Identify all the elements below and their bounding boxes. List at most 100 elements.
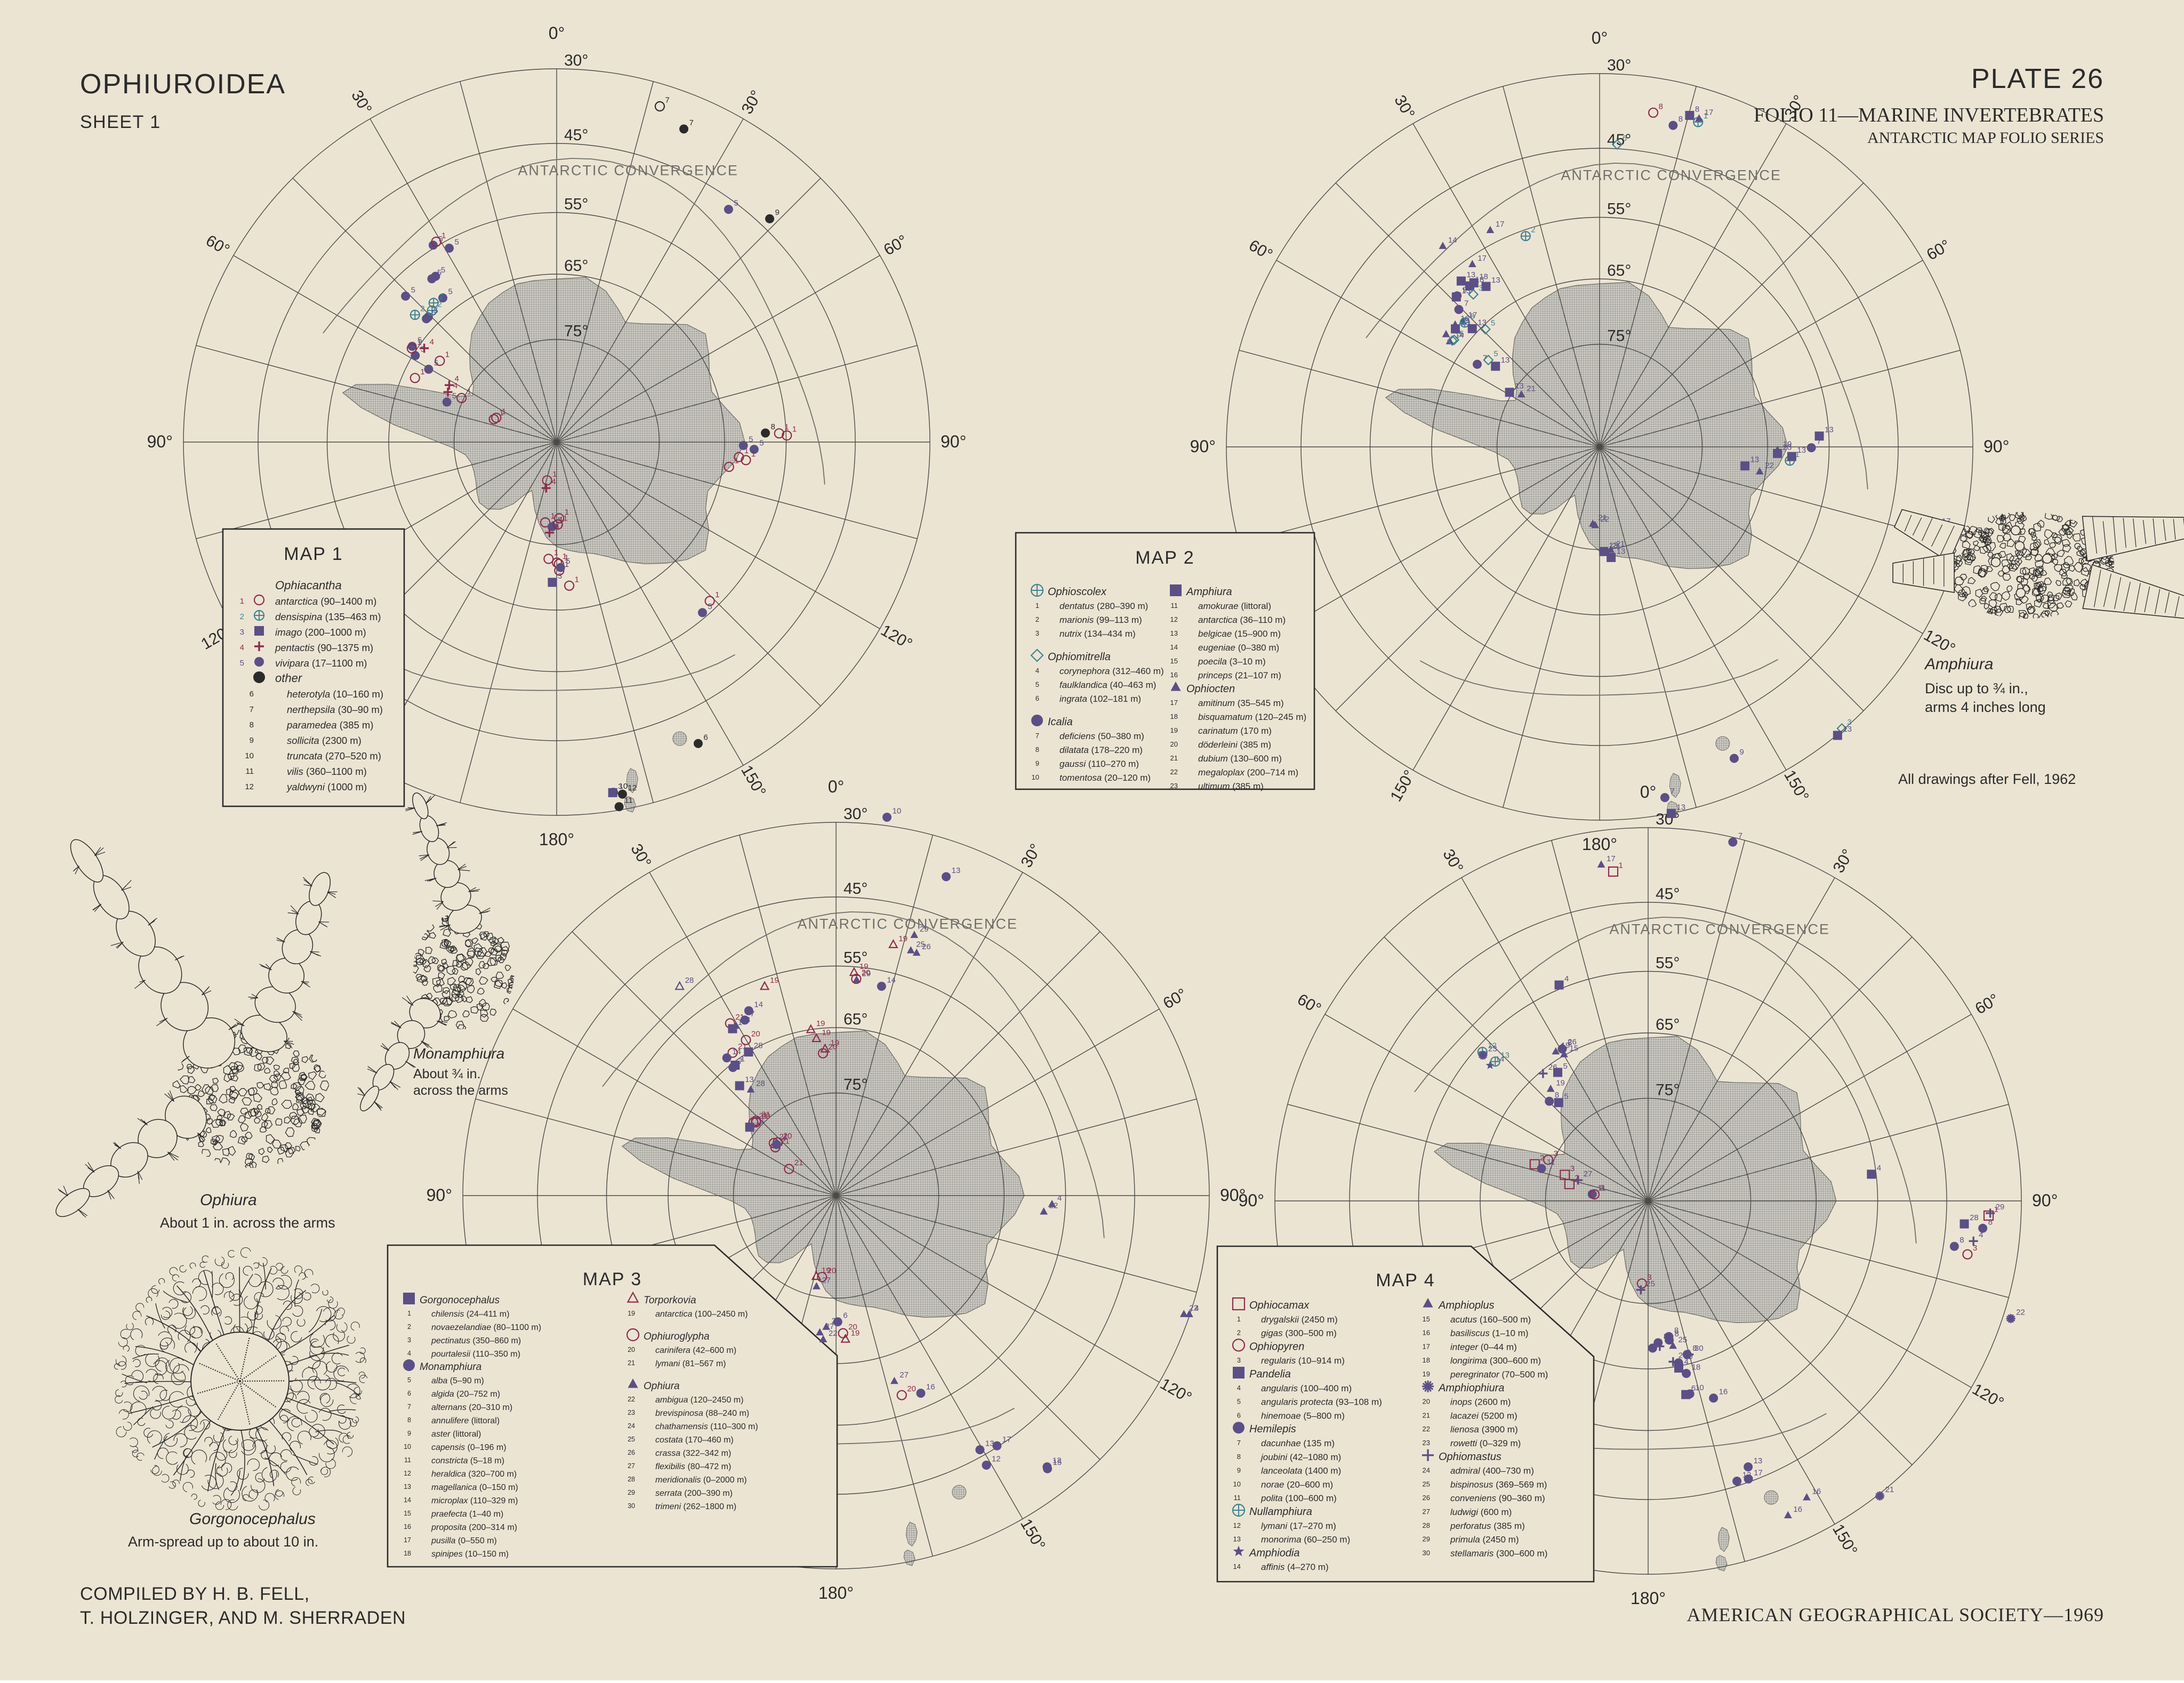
svg-text:12: 12 xyxy=(1170,615,1178,623)
svg-text:1: 1 xyxy=(240,597,244,606)
svg-text:arms 4 inches long: arms 4 inches long xyxy=(1925,699,2046,715)
svg-text:bisquamatum (120–245 m): bisquamatum (120–245 m) xyxy=(1198,712,1306,722)
svg-text:6: 6 xyxy=(250,690,254,699)
svg-text:8: 8 xyxy=(1960,1236,1964,1245)
svg-text:26: 26 xyxy=(832,1317,841,1326)
svg-text:23: 23 xyxy=(1170,782,1178,790)
svg-text:2: 2 xyxy=(1531,226,1535,235)
svg-text:truncata (270–520 m): truncata (270–520 m) xyxy=(287,750,381,762)
svg-text:17: 17 xyxy=(1705,108,1714,117)
svg-text:Amphioplus: Amphioplus xyxy=(1438,1300,1495,1311)
svg-text:amitinum (35–545 m): amitinum (35–545 m) xyxy=(1198,698,1284,708)
svg-text:carinifera (42–600 m): carinifera (42–600 m) xyxy=(655,1346,736,1355)
svg-text:Hemilepis: Hemilepis xyxy=(1249,1423,1296,1435)
svg-text:1: 1 xyxy=(554,548,558,557)
svg-text:19: 19 xyxy=(822,1028,831,1037)
svg-text:17: 17 xyxy=(404,1536,411,1544)
svg-text:13: 13 xyxy=(1843,725,1852,734)
svg-text:7: 7 xyxy=(1464,299,1468,308)
svg-text:Ophiocten: Ophiocten xyxy=(1186,683,1235,695)
svg-text:6: 6 xyxy=(1237,1411,1241,1419)
svg-text:0°: 0° xyxy=(549,23,565,43)
svg-text:3: 3 xyxy=(1237,1356,1241,1364)
svg-text:7: 7 xyxy=(407,1403,411,1410)
svg-text:amokurae (littoral): amokurae (littoral) xyxy=(1198,601,1271,611)
svg-text:6: 6 xyxy=(843,1311,847,1320)
svg-text:poecila (3–10 m): poecila (3–10 m) xyxy=(1198,656,1266,667)
svg-text:3: 3 xyxy=(618,782,622,791)
svg-text:pourtalesii (110–350 m): pourtalesii (110–350 m) xyxy=(431,1350,520,1359)
svg-text:1: 1 xyxy=(575,575,579,584)
svg-text:16: 16 xyxy=(1812,1487,1821,1496)
svg-text:16: 16 xyxy=(926,1383,935,1392)
svg-text:8: 8 xyxy=(1679,115,1683,124)
svg-text:65°: 65° xyxy=(844,1011,868,1028)
svg-text:18: 18 xyxy=(404,1550,411,1557)
svg-text:algida (20–752 m): algida (20–752 m) xyxy=(431,1390,500,1399)
svg-text:OPHIUROIDEA: OPHIUROIDEA xyxy=(80,69,286,100)
svg-text:180°: 180° xyxy=(1582,835,1617,854)
svg-text:8: 8 xyxy=(407,1416,411,1424)
svg-text:14: 14 xyxy=(754,1000,763,1009)
svg-text:drygalskii (2450 m): drygalskii (2450 m) xyxy=(1261,1315,1338,1325)
svg-text:annulifere (littoral): annulifere (littoral) xyxy=(431,1416,500,1425)
svg-text:8: 8 xyxy=(1695,105,1699,114)
svg-text:24: 24 xyxy=(1423,1466,1430,1474)
svg-text:21: 21 xyxy=(794,1158,804,1167)
svg-text:55°: 55° xyxy=(1656,955,1680,972)
svg-text:16: 16 xyxy=(1719,1388,1728,1397)
svg-text:MAP 1: MAP 1 xyxy=(284,544,343,564)
svg-text:conveniens (90–360 m): conveniens (90–360 m) xyxy=(1450,1493,1545,1503)
svg-text:lienosa (3900 m): lienosa (3900 m) xyxy=(1450,1424,1518,1434)
svg-text:13: 13 xyxy=(1170,629,1178,637)
svg-text:3: 3 xyxy=(558,572,562,581)
svg-text:29: 29 xyxy=(628,1489,635,1496)
svg-text:90°: 90° xyxy=(1984,437,2009,456)
svg-text:vilis (360–1100 m): vilis (360–1100 m) xyxy=(287,766,367,777)
svg-text:spinipes (10–150 m): spinipes (10–150 m) xyxy=(431,1550,509,1559)
svg-text:21: 21 xyxy=(628,1359,635,1367)
svg-text:Amphiodia: Amphiodia xyxy=(1249,1547,1300,1559)
svg-text:17: 17 xyxy=(1478,254,1487,263)
svg-text:chathamensis (110–300 m): chathamensis (110–300 m) xyxy=(655,1422,758,1431)
svg-text:12: 12 xyxy=(245,782,254,791)
svg-text:90°: 90° xyxy=(941,432,966,451)
svg-text:1: 1 xyxy=(441,231,446,240)
svg-text:heraldica (320–700 m): heraldica (320–700 m) xyxy=(431,1470,517,1479)
svg-text:19: 19 xyxy=(1556,1078,1565,1087)
svg-text:9: 9 xyxy=(1237,1466,1241,1474)
svg-text:4: 4 xyxy=(782,1134,786,1143)
svg-text:18: 18 xyxy=(1170,712,1178,720)
svg-text:21: 21 xyxy=(1423,1411,1430,1419)
svg-text:11: 11 xyxy=(404,1456,411,1464)
svg-text:5: 5 xyxy=(1035,680,1039,688)
svg-text:27: 27 xyxy=(1423,1508,1430,1516)
svg-text:Monamphiura: Monamphiura xyxy=(413,1045,504,1062)
svg-text:15: 15 xyxy=(1569,1044,1578,1053)
svg-text:28: 28 xyxy=(628,1476,635,1483)
svg-text:ludwigi (600 m): ludwigi (600 m) xyxy=(1450,1507,1512,1517)
svg-text:30: 30 xyxy=(628,1502,635,1510)
svg-text:14: 14 xyxy=(404,1496,411,1504)
svg-text:15: 15 xyxy=(1170,657,1178,665)
svg-text:4: 4 xyxy=(407,1350,411,1357)
svg-text:1: 1 xyxy=(420,367,424,376)
svg-text:75°: 75° xyxy=(1656,1081,1680,1099)
svg-text:meridionalis (0–2000 m): meridionalis (0–2000 m) xyxy=(655,1476,747,1485)
svg-text:All drawings after Fell, 1962: All drawings after Fell, 1962 xyxy=(1898,771,2076,787)
svg-text:65°: 65° xyxy=(564,257,588,275)
svg-text:12: 12 xyxy=(628,783,637,792)
svg-text:13: 13 xyxy=(1754,1456,1763,1465)
svg-text:perforatus (385 m): perforatus (385 m) xyxy=(1450,1521,1525,1531)
svg-text:13: 13 xyxy=(1478,318,1487,327)
svg-text:flexibilis (80–472 m): flexibilis (80–472 m) xyxy=(655,1462,731,1471)
svg-text:9: 9 xyxy=(775,208,780,217)
svg-text:19: 19 xyxy=(770,976,779,985)
svg-text:3: 3 xyxy=(1600,1184,1604,1193)
svg-text:21: 21 xyxy=(1170,754,1178,762)
svg-text:heterotyla (10–160 m): heterotyla (10–160 m) xyxy=(287,688,383,700)
svg-text:döderleini (385 m): döderleini (385 m) xyxy=(1198,740,1271,750)
svg-text:Amphiura: Amphiura xyxy=(1924,655,1993,673)
svg-text:FOLIO 11—MARINE INVERTEBRATES: FOLIO 11—MARINE INVERTEBRATES xyxy=(1754,104,2104,126)
svg-text:20: 20 xyxy=(1170,740,1178,748)
